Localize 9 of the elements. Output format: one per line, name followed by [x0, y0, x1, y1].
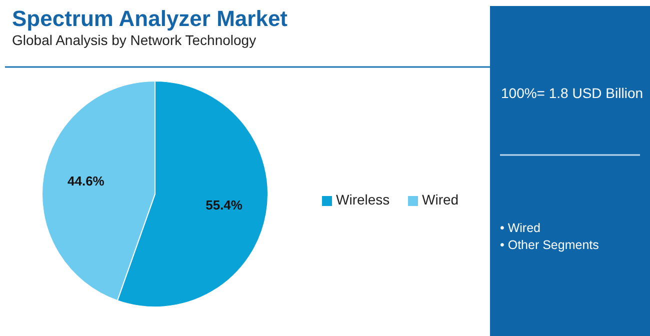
legend-label: Wired [422, 192, 459, 208]
text: • Wired [500, 221, 541, 235]
text: 100%= 1.8 USD Billion [501, 85, 644, 101]
chart-title: Spectrum Analyzer Market [12, 6, 288, 31]
data-label: 44.6% [68, 174, 105, 189]
legend-label: Wireless [336, 192, 390, 208]
chart-subtitle: Global Analysis by Network Technology [12, 32, 256, 48]
text: • Other Segments [500, 238, 599, 252]
data-label: 55.4% [206, 197, 243, 212]
